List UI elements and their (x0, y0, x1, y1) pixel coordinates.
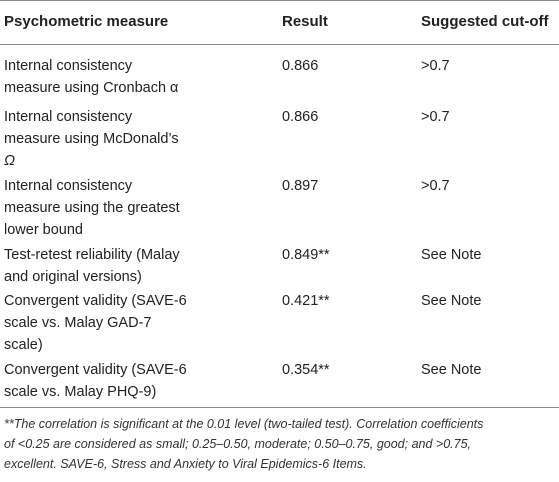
result-cell: 0.354** (282, 362, 330, 378)
table-footnote: **The correlation is significant at the … (4, 414, 556, 474)
result-cell: 0.897 (282, 178, 319, 194)
header-row: Psychometric measure Result Suggested cu… (0, 0, 559, 44)
measure-line: Convergent validity (SAVE-6 (4, 362, 187, 378)
footnote-line: of <0.25 are considered as small; 0.25–0… (4, 437, 471, 451)
footnote-line: **The correlation is significant at the … (4, 417, 484, 431)
measure-line: Internal consistency (4, 178, 133, 194)
measure-line: measure using Cronbach α (4, 80, 179, 96)
top-rule (0, 0, 559, 1)
measure-line: and original versions) (4, 269, 142, 285)
header-rule (0, 44, 559, 45)
result-cell: 0.849** (282, 247, 330, 263)
cutoff-cell: >0.7 (421, 58, 450, 74)
measure-cell: Convergent validity (SAVE-6 scale vs. Ma… (4, 359, 276, 403)
measure-line: lower bound (4, 222, 83, 238)
result-cell: 0.866 (282, 58, 319, 74)
measure-line: Internal consistency (4, 58, 133, 74)
header-cutoff: Suggested cut-off (421, 13, 549, 30)
measure-cell: Internal consistency measure using Cronb… (4, 55, 276, 99)
cutoff-cell: See Note (421, 247, 482, 263)
measure-line: scale vs. Malay PHQ-9) (4, 384, 157, 400)
result-cell: 0.421** (282, 293, 330, 309)
measure-line: measure using the greatest (4, 200, 180, 216)
bottom-rule (0, 407, 559, 408)
measure-line: Test-retest reliability (Malay (4, 247, 180, 263)
measure-cell: Test-retest reliability (Malay and origi… (4, 244, 276, 288)
measure-cell: Convergent validity (SAVE-6 scale vs. Ma… (4, 290, 276, 356)
measure-cell: Internal consistency measure using McDon… (4, 106, 276, 172)
measure-line: Ω (4, 153, 16, 169)
cutoff-cell: >0.7 (421, 109, 450, 125)
measure-line: Convergent validity (SAVE-6 (4, 293, 187, 309)
measure-cell: Internal consistency measure using the g… (4, 175, 276, 241)
measure-line: measure using McDonald’s (4, 131, 179, 147)
cutoff-cell: See Note (421, 362, 482, 378)
header-result: Result (282, 13, 328, 30)
measure-line: scale vs. Malay GAD-7 (4, 315, 152, 331)
cutoff-cell: See Note (421, 293, 482, 309)
measure-line: Internal consistency (4, 109, 133, 125)
footnote-line: excellent. SAVE-6, Stress and Anxiety to… (4, 457, 367, 471)
cutoff-cell: >0.7 (421, 178, 450, 194)
measure-line: scale) (4, 337, 43, 353)
result-cell: 0.866 (282, 109, 319, 125)
header-measure: Psychometric measure (4, 13, 169, 30)
